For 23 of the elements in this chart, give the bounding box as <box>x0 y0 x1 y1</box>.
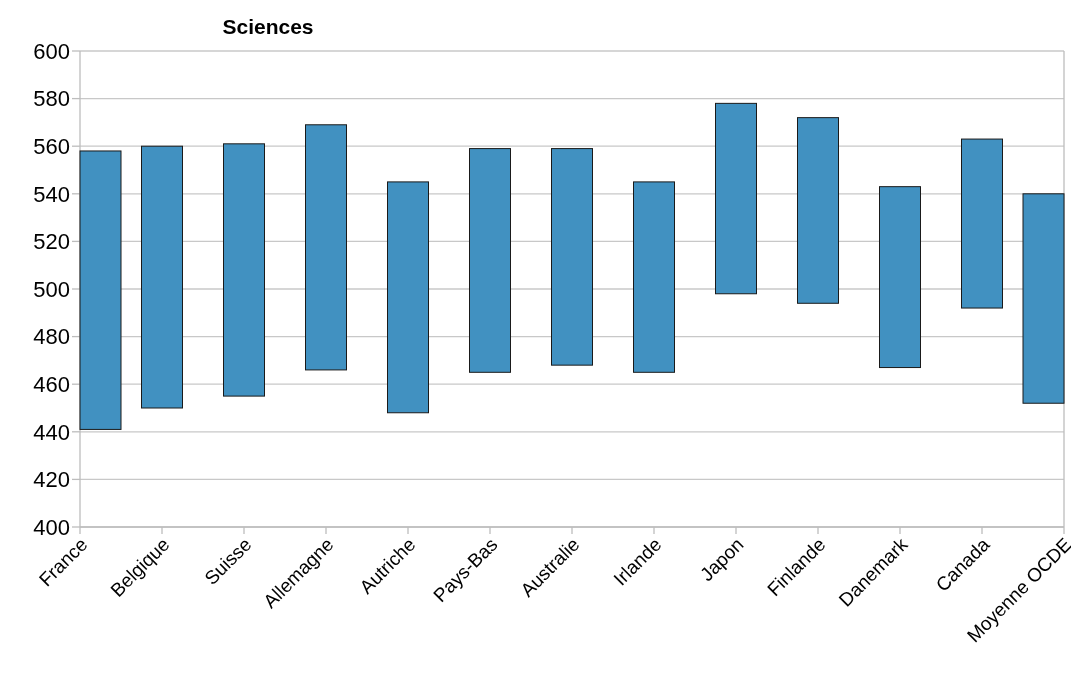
bar <box>223 143 265 397</box>
chart-title: Sciences <box>222 15 314 38</box>
bar <box>141 145 183 409</box>
y-tick-label: 560 <box>33 133 70 159</box>
y-tick-label: 420 <box>33 467 70 493</box>
y-tick-label: 580 <box>33 86 70 112</box>
y-tick-label: 600 <box>33 38 70 64</box>
y-tick-label: 400 <box>33 514 70 540</box>
y-tick-label: 460 <box>33 371 70 397</box>
y-tick-label: 520 <box>33 229 70 255</box>
bar <box>961 138 1003 309</box>
bar <box>551 148 593 366</box>
bar <box>305 124 347 371</box>
bar <box>387 181 429 414</box>
y-tick-label: 500 <box>33 276 70 302</box>
bar <box>797 117 839 304</box>
bar <box>633 181 675 373</box>
bar <box>469 148 511 373</box>
bar <box>879 186 921 369</box>
bar <box>715 102 757 295</box>
y-tick-label: 440 <box>33 419 70 445</box>
y-tick-label: 480 <box>33 324 70 350</box>
y-tick-label: 540 <box>33 181 70 207</box>
